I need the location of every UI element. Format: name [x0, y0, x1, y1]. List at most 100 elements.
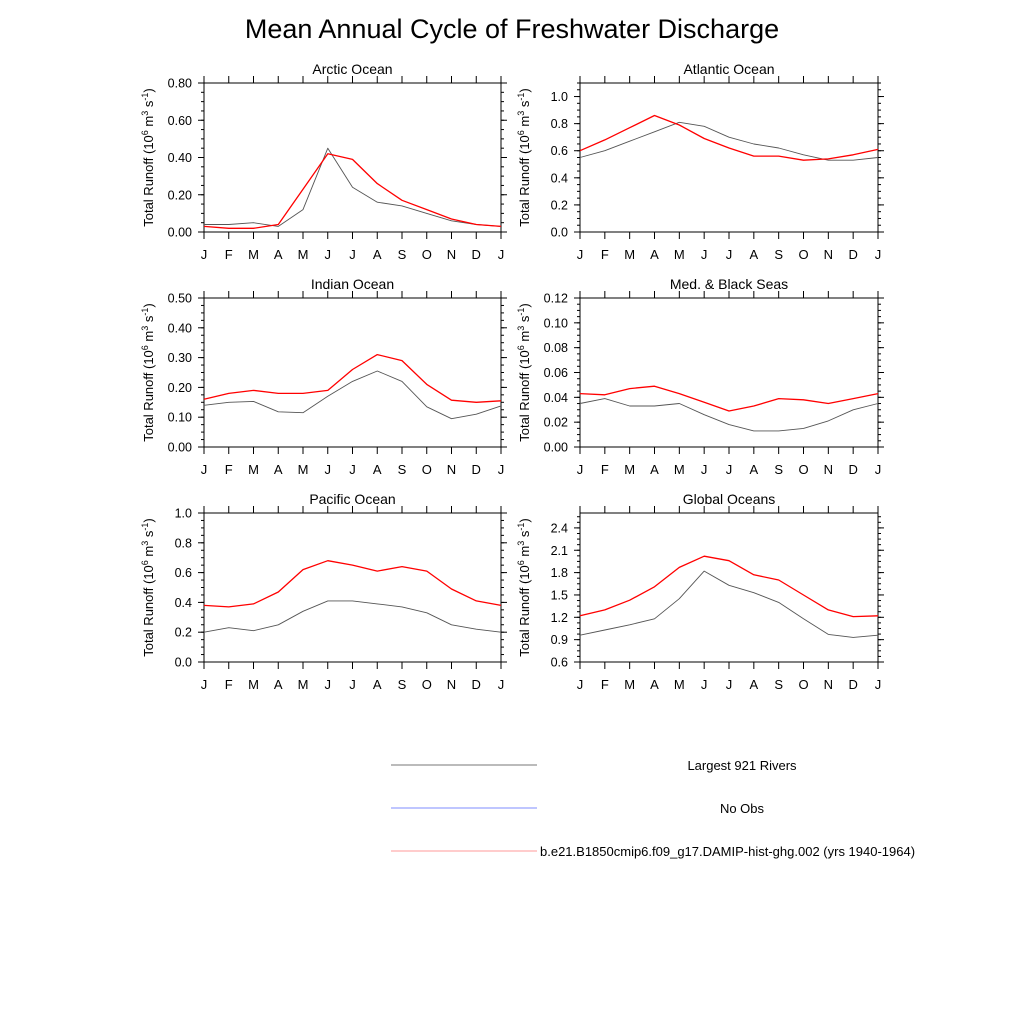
y-tick-label: 0.8	[551, 117, 568, 131]
x-tick-label: J	[325, 247, 332, 262]
y-tick-label: 0.9	[551, 633, 568, 647]
series-line-model	[579, 555, 879, 618]
panel-title: Indian Ocean	[311, 276, 394, 292]
y-axis-label: Total Runoff (106 m3 s-1)	[516, 518, 532, 657]
panel-title: Pacific Ocean	[309, 491, 395, 507]
panel-title: Atlantic Ocean	[683, 61, 774, 77]
x-tick-label: O	[798, 677, 808, 692]
y-tick-label: 0.60	[168, 114, 192, 128]
y-tick-label: 0.4	[551, 171, 568, 185]
x-tick-label: J	[349, 247, 356, 262]
y-axis-label: Total Runoff (106 m3 s-1)	[516, 88, 532, 227]
x-tick-label: O	[422, 462, 432, 477]
x-tick-label: J	[875, 677, 882, 692]
y-tick-label: 0.80	[168, 77, 192, 91]
y-tick-label: 0.8	[175, 536, 192, 550]
x-tick-label: A	[373, 462, 382, 477]
panel-title: Med. & Black Seas	[670, 276, 788, 292]
x-tick-label: J	[726, 462, 733, 477]
x-tick-label: N	[824, 462, 833, 477]
x-tick-label: M	[248, 677, 259, 692]
x-tick-label: A	[274, 247, 283, 262]
x-tick-label: F	[225, 247, 233, 262]
x-tick-label: J	[726, 677, 733, 692]
y-axis-label: Total Runoff (106 m3 s-1)	[516, 303, 532, 442]
series-line-rivers	[204, 147, 502, 227]
y-tick-label: 0.00	[168, 226, 192, 240]
series-line-rivers	[203, 600, 502, 633]
y-tick-label: 0.12	[544, 292, 568, 306]
series-line-model	[203, 560, 502, 608]
x-tick-label: N	[824, 677, 833, 692]
x-tick-label: J	[498, 462, 505, 477]
x-tick-label: J	[577, 247, 584, 262]
series-line-rivers	[203, 370, 502, 420]
x-tick-label: J	[201, 462, 208, 477]
x-tick-label: S	[774, 247, 783, 262]
x-tick-label: M	[624, 677, 635, 692]
x-tick-label: F	[601, 462, 609, 477]
y-tick-label: 0.02	[544, 416, 568, 430]
x-tick-label: J	[349, 462, 356, 477]
y-tick-label: 2.4	[551, 521, 568, 535]
x-tick-label: M	[674, 247, 685, 262]
x-tick-label: A	[749, 247, 758, 262]
x-tick-label: A	[650, 677, 659, 692]
y-axis-label: Total Runoff (106 m3 s-1)	[140, 303, 156, 442]
plot-frame	[579, 512, 879, 663]
legend-label: Largest 921 Rivers	[687, 758, 797, 773]
y-tick-label: 0.6	[551, 144, 568, 158]
figure-title: Mean Annual Cycle of Freshwater Discharg…	[244, 14, 780, 44]
x-tick-label: D	[472, 462, 481, 477]
y-tick-label: 0.50	[168, 292, 192, 306]
chart-panel-4: J F M A M J J A S O N D J0.000.020.040.060.080.100.1…	[516, 276, 884, 477]
x-tick-label: S	[774, 677, 783, 692]
x-tick-label: J	[701, 677, 708, 692]
panel-title: Arctic Ocean	[312, 61, 392, 77]
x-tick-label: D	[848, 462, 857, 477]
x-tick-label: N	[447, 247, 456, 262]
chart-panel-2: J F M A M J J A S O N D J0.00.20.40.60.81.0Atlantic …	[516, 61, 884, 262]
x-tick-label: M	[674, 677, 685, 692]
x-tick-label: N	[447, 677, 456, 692]
x-tick-label: O	[798, 462, 808, 477]
x-tick-label: J	[701, 462, 708, 477]
y-axis-label: Total Runoff (106 m3 s-1)	[140, 88, 156, 227]
y-tick-label: 0.30	[168, 351, 192, 365]
y-tick-label: 0.40	[168, 321, 192, 335]
x-tick-label: J	[498, 677, 505, 692]
legend: Largest 921 Rivers No Obs b.e21.B1850cmip6…	[391, 758, 915, 859]
x-tick-label: S	[398, 677, 407, 692]
y-tick-label: 0.04	[544, 391, 568, 405]
legend-label: b.e21.B1850cmip6.f09_g17.DAMIP-hist-ghg.…	[540, 844, 915, 859]
chart-panel-6: J F M A M J J A S O N D J0.60.91.21.51.82.12.4Global…	[516, 491, 884, 692]
x-tick-label: J	[325, 677, 332, 692]
plot-frame	[203, 512, 502, 663]
series-line-rivers	[579, 570, 879, 638]
y-tick-label: 1.0	[175, 507, 192, 521]
x-tick-label: M	[624, 247, 635, 262]
x-tick-label: M	[298, 462, 309, 477]
x-tick-label: A	[749, 677, 758, 692]
x-tick-label: J	[201, 247, 208, 262]
y-tick-label: 0.06	[544, 366, 568, 380]
x-tick-label: A	[650, 247, 659, 262]
x-tick-label: J	[577, 677, 584, 692]
x-tick-label: J	[875, 247, 882, 262]
y-tick-label: 1.5	[551, 588, 568, 602]
x-tick-label: D	[848, 247, 857, 262]
x-tick-label: J	[201, 677, 208, 692]
x-tick-label: F	[225, 462, 233, 477]
x-tick-label: A	[749, 462, 758, 477]
chart-panel-3: J F M A M J J A S O N D J0.000.100.200.300.400.50Ind…	[140, 276, 507, 477]
y-tick-label: 0.10	[544, 316, 568, 330]
x-tick-label: O	[422, 677, 432, 692]
x-tick-label: M	[674, 462, 685, 477]
x-tick-label: N	[447, 462, 456, 477]
series-line-model	[203, 353, 502, 403]
x-tick-label: J	[726, 247, 733, 262]
x-tick-label: A	[650, 462, 659, 477]
x-tick-label: F	[601, 247, 609, 262]
x-tick-label: A	[373, 247, 382, 262]
plot-frame	[203, 297, 502, 448]
